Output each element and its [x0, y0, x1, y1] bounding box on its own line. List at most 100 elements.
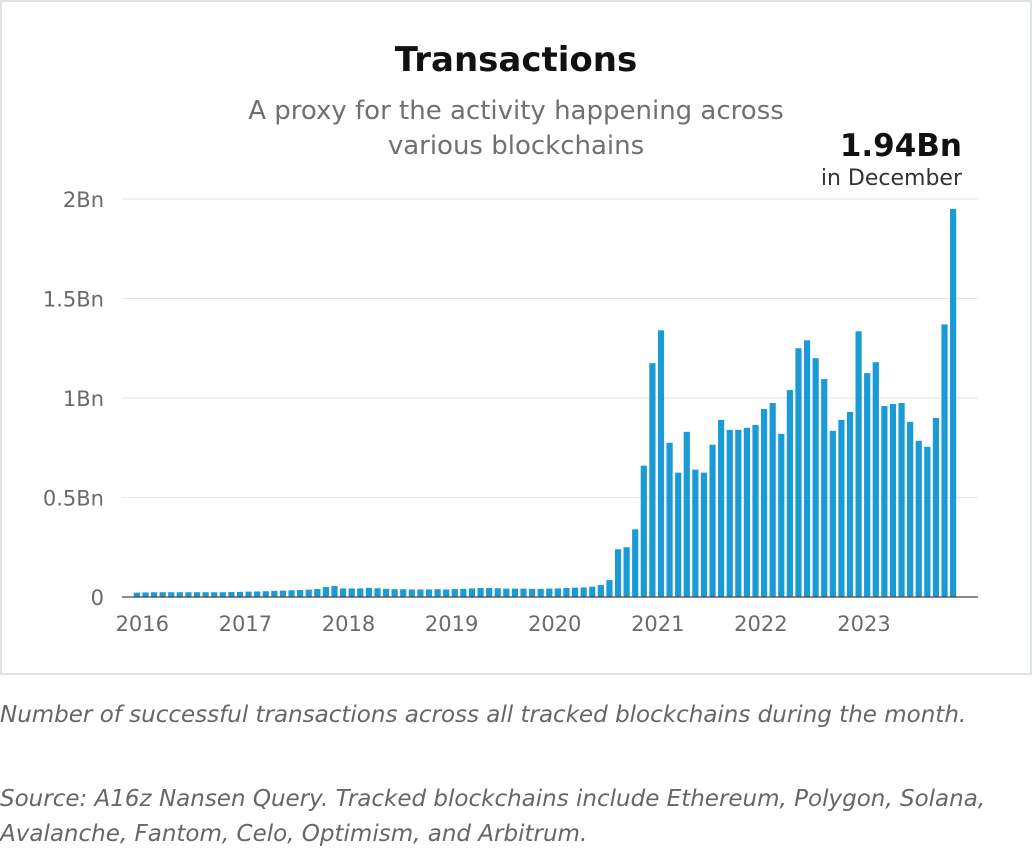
chart-title: Transactions — [394, 40, 638, 80]
bar — [185, 592, 192, 597]
bar — [168, 592, 175, 597]
bar — [537, 588, 544, 597]
bar — [322, 587, 330, 597]
bar — [898, 402, 905, 597]
bar — [795, 348, 802, 597]
bar — [563, 588, 570, 597]
bar — [254, 591, 261, 597]
bar — [889, 403, 897, 597]
bar — [494, 588, 501, 597]
bar — [589, 586, 596, 597]
bar — [675, 472, 682, 598]
bar — [314, 589, 321, 597]
bar — [142, 592, 149, 597]
chart-subtitle: A proxy for the activity happening acros… — [248, 96, 784, 161]
bar — [915, 440, 922, 597]
bar — [374, 588, 381, 597]
bar — [941, 324, 948, 597]
y-tick-label: 0 — [91, 586, 104, 610]
bars — [133, 208, 957, 598]
x-axis-ticks: 2016 2017 2018 2019 2020 2021 2022 2023 — [116, 612, 891, 636]
bar — [417, 589, 424, 597]
bar — [193, 592, 201, 597]
bar — [743, 427, 751, 597]
bar — [735, 429, 742, 597]
bar — [554, 588, 561, 597]
bar — [219, 592, 226, 597]
bar — [529, 588, 536, 597]
bar — [692, 469, 699, 597]
bar — [855, 331, 862, 597]
bar — [262, 591, 269, 597]
chart-source: Source: A16z Nansen Query. Tracked block… — [0, 786, 986, 847]
bar — [666, 442, 673, 597]
y-tick-label: 0.5Bn — [43, 487, 104, 511]
bar — [520, 588, 527, 597]
bar — [932, 417, 940, 597]
y-tick-label: 1.5Bn — [43, 288, 104, 312]
bar — [477, 588, 484, 597]
x-tick-label: 2023 — [837, 612, 890, 636]
bar — [236, 591, 244, 597]
x-tick-label: 2016 — [116, 612, 169, 636]
bar — [503, 588, 510, 597]
bar — [683, 431, 690, 597]
bar — [623, 547, 630, 597]
bar — [434, 589, 441, 597]
bar — [950, 208, 957, 597]
bar — [546, 588, 553, 597]
x-tick-label: 2018 — [322, 612, 375, 636]
x-tick-label: 2022 — [734, 612, 787, 636]
bar — [726, 429, 733, 597]
bar — [443, 589, 450, 597]
bar — [864, 373, 871, 598]
bar — [700, 472, 708, 598]
bar — [881, 405, 888, 597]
bar — [511, 588, 519, 597]
bar — [245, 591, 252, 597]
bar — [271, 590, 278, 597]
bar — [150, 592, 158, 597]
bar — [382, 588, 390, 597]
bar — [614, 549, 622, 597]
bar — [640, 465, 647, 597]
bar — [211, 592, 218, 597]
bar — [202, 592, 209, 597]
bar — [709, 444, 716, 597]
bar — [400, 589, 407, 597]
bar — [846, 411, 854, 597]
x-tick-label: 2017 — [219, 612, 272, 636]
bar — [761, 408, 768, 597]
bar — [778, 433, 785, 597]
y-axis-ticks: 0 0.5Bn 1Bn 1.5Bn 2Bn — [43, 188, 104, 610]
bar — [924, 446, 931, 597]
bar — [907, 421, 914, 597]
x-tick-label: 2021 — [631, 612, 684, 636]
bar — [176, 592, 183, 597]
bar — [357, 588, 364, 597]
bar — [305, 589, 312, 597]
bar — [786, 390, 793, 597]
bar — [365, 587, 372, 597]
bar — [606, 580, 613, 597]
bar — [228, 592, 235, 597]
bar — [752, 424, 759, 597]
x-tick-label: 2020 — [528, 612, 581, 636]
latest-value-label: in December — [820, 166, 962, 191]
bar — [159, 592, 166, 597]
bar — [297, 590, 304, 597]
x-tick-label: 2019 — [425, 612, 478, 636]
bar — [460, 588, 467, 597]
bar — [649, 363, 656, 597]
bar — [597, 585, 604, 597]
bar — [408, 589, 415, 597]
bar — [340, 588, 347, 597]
chart-description: Number of successful transactions across… — [0, 702, 967, 728]
latest-value-annotation: 1.94Bn — [839, 128, 962, 164]
bar — [425, 589, 433, 597]
y-tick-label: 2Bn — [63, 188, 104, 212]
y-tick-label: 1Bn — [63, 387, 104, 411]
bar — [279, 590, 287, 597]
bar — [331, 586, 338, 597]
